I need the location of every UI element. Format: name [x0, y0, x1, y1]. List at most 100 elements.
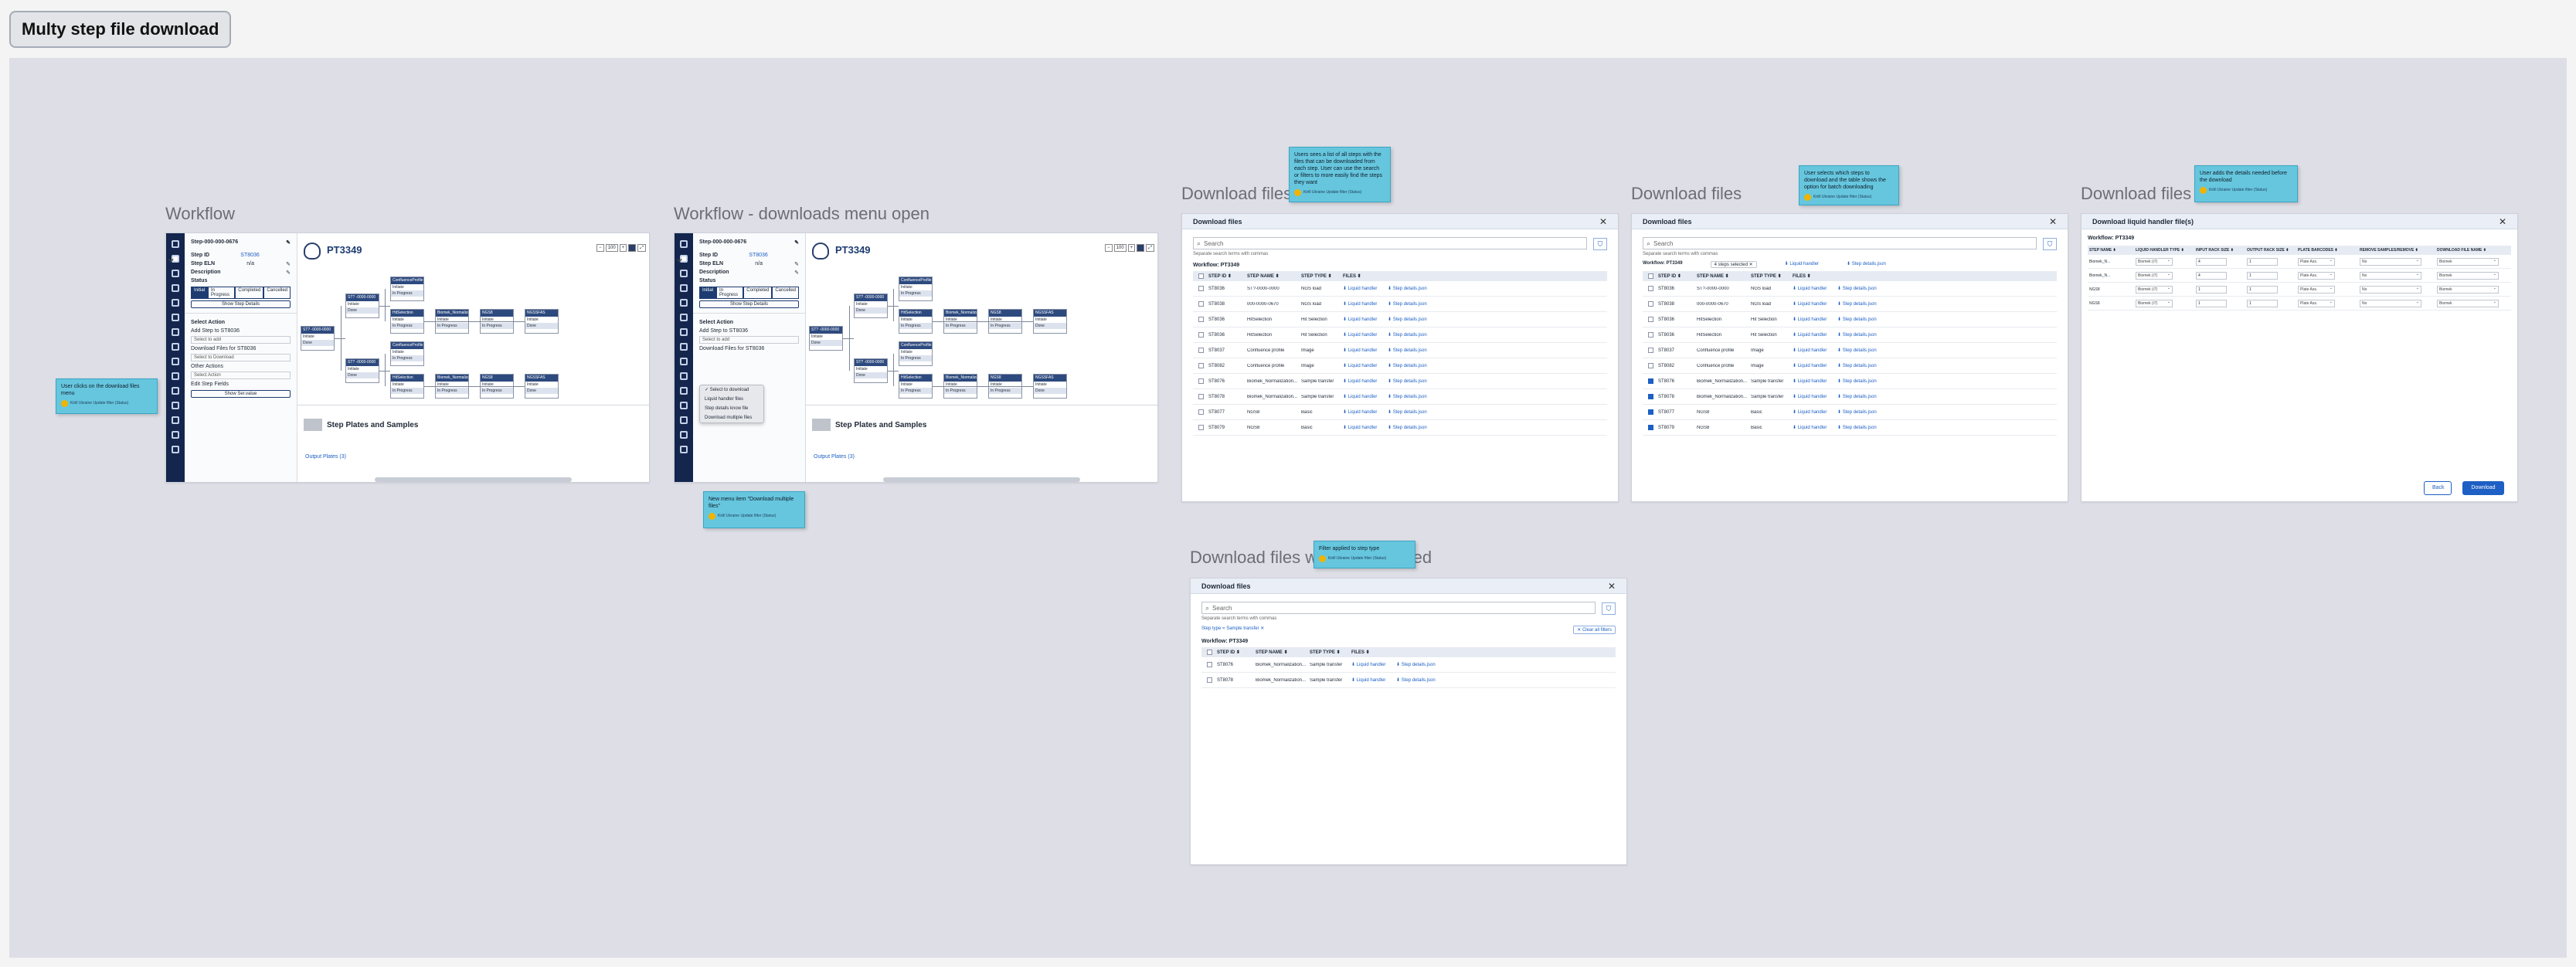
select-all-checkbox[interactable]: [1198, 273, 1204, 279]
grid-icon[interactable]: [172, 299, 179, 307]
workflow-node[interactable]: HitSelection Initiate In Progress: [390, 374, 424, 399]
edit-icon[interactable]: ✎: [794, 270, 799, 276]
list-icon[interactable]: [680, 343, 688, 351]
col-step-name[interactable]: STEP NAME ⬍: [1256, 650, 1288, 655]
liquid-handler-link[interactable]: ⬇ Liquid handler: [1343, 317, 1378, 322]
workflow-node[interactable]: ConfluenceProfile Initiate In Progress: [899, 277, 933, 301]
filter-button[interactable]: ⛉: [2043, 238, 2057, 250]
step-details-link[interactable]: ⬇ Step details.json: [1388, 333, 1427, 338]
workflow-node[interactable]: ST? -0000-0000 Initiate Done: [345, 293, 379, 318]
menu-item-liquid-handler[interactable]: Liquid handler files: [705, 397, 744, 402]
liquid-handler-link[interactable]: ⬇ Liquid handler: [1793, 348, 1827, 353]
input-rack-size-field[interactable]: 1: [2196, 285, 2227, 293]
col-files[interactable]: FILES ⬍: [1343, 274, 1361, 279]
workflow-node[interactable]: HitSelection Initiate In Progress: [390, 309, 424, 334]
row-checkbox[interactable]: [1198, 332, 1204, 338]
row-checkbox[interactable]: [1206, 677, 1212, 683]
liquid-handler-link[interactable]: ⬇ Liquid handler: [1793, 317, 1827, 322]
col-step-type[interactable]: STEP TYPE ⬍: [1310, 650, 1341, 655]
col-step-name[interactable]: STEP NAME ⬍: [2089, 248, 2116, 253]
row-checkbox[interactable]: [1206, 662, 1212, 667]
fullscreen-button[interactable]: ⤢: [637, 244, 646, 252]
output-rack-size-field[interactable]: 1: [2247, 271, 2278, 280]
liquid-handler-link[interactable]: ⬇ Liquid handler: [1343, 379, 1378, 384]
step-details-link[interactable]: ⬇ Step details.json: [1837, 410, 1877, 415]
zoom-in-button[interactable]: +: [1127, 244, 1136, 252]
remove-samples-select[interactable]: No: [2360, 257, 2421, 266]
horizontal-scrollbar[interactable]: [883, 477, 1080, 482]
col-download-file-name[interactable]: DOWNLOAD FILE NAME ⬍: [2437, 248, 2486, 253]
workflow-node[interactable]: NGSSFAS Initiate Done: [525, 309, 559, 334]
liquid-handler-link[interactable]: ⬇ Liquid handler: [1351, 663, 1386, 667]
pin-icon[interactable]: [680, 431, 688, 439]
liquid-handler-link[interactable]: ⬇ Liquid handler: [1793, 287, 1827, 291]
edit-icon[interactable]: ✎: [794, 261, 799, 267]
step-details-link[interactable]: ⬇ Step details.json: [1837, 379, 1877, 384]
show-step-details-button[interactable]: Show Step Details: [191, 300, 291, 308]
row-checkbox[interactable]: [1647, 317, 1653, 322]
select-all-checkbox[interactable]: [1206, 650, 1212, 655]
step-details-link[interactable]: ⬇ Step details.json: [1388, 317, 1427, 322]
step-details-link[interactable]: ⬇ Step details.json: [1388, 426, 1427, 430]
plate-barcodes-select[interactable]: Plate Ass.: [2298, 257, 2335, 266]
step-details-link[interactable]: ⬇ Step details.json: [1388, 302, 1427, 307]
col-liquid-handler-type[interactable]: LIQUID HANDLER TYPE ⬍: [2136, 248, 2184, 253]
step-details-link[interactable]: ⬇ Step details.json: [1388, 364, 1427, 368]
output-rack-size-field[interactable]: 1: [2247, 285, 2278, 293]
status-tab-in-progress[interactable]: In Progress: [716, 287, 744, 299]
col-plate-barcodes[interactable]: PLATE BARCODES ⬍: [2298, 248, 2338, 253]
edit-icon[interactable]: ✎: [286, 239, 291, 246]
back-button[interactable]: Back: [2424, 481, 2452, 495]
liquid-handler-link[interactable]: ⬇ Liquid handler: [1343, 395, 1378, 399]
liquid-handler-link[interactable]: ⬇ Liquid handler: [1793, 395, 1827, 399]
tool-icon[interactable]: [172, 314, 179, 321]
liquid-handler-link[interactable]: ⬇ Liquid handler: [1343, 333, 1378, 338]
workflow-node[interactable]: ConfluenceProfile Initiate In Progress: [899, 341, 933, 366]
pin-icon[interactable]: [172, 431, 179, 439]
edit-icon[interactable]: [680, 284, 688, 292]
output-plates-link[interactable]: Output Plates (3): [305, 454, 346, 460]
status-tab-initial[interactable]: Initial: [191, 287, 209, 299]
row-checkbox[interactable]: [1198, 301, 1204, 307]
step-details-link[interactable]: ⬇ Step details.json: [1837, 348, 1877, 353]
clear-filters-button[interactable]: ✕ Clear all filters: [1573, 626, 1616, 634]
edit-icon[interactable]: ✎: [286, 261, 291, 267]
col-output-rack-size[interactable]: OUTPUT RACK SIZE ⬍: [2247, 248, 2289, 253]
close-icon[interactable]: ✕: [1599, 215, 1607, 227]
liquid-handler-link[interactable]: ⬇ Liquid handler: [1343, 287, 1378, 291]
row-checkbox[interactable]: [1647, 332, 1653, 338]
step-details-link[interactable]: ⬇ Step details.json: [1388, 379, 1427, 384]
step-details-link[interactable]: ⬇ Step details.json: [1837, 302, 1877, 307]
fullscreen-button[interactable]: ⤢: [1146, 244, 1154, 252]
close-icon[interactable]: ✕: [1607, 580, 1616, 592]
search-input[interactable]: ⌕ Search: [1201, 602, 1596, 614]
search-nav-icon[interactable]: [680, 387, 688, 395]
workflow-node[interactable]: NGSSFAS Initiate Done: [1033, 374, 1067, 399]
row-checkbox[interactable]: [1198, 348, 1204, 353]
input-rack-size-field[interactable]: 1: [2196, 299, 2227, 307]
filter-button[interactable]: ⛉: [1602, 602, 1616, 615]
download-file-name-select[interactable]: Biomek: [2437, 271, 2499, 280]
layers-icon[interactable]: [680, 328, 688, 336]
search-nav-icon[interactable]: [172, 387, 179, 395]
output-rack-size-field[interactable]: 1: [2247, 299, 2278, 307]
plate-barcodes-select[interactable]: Plate Ass.: [2298, 299, 2335, 307]
step-details-link[interactable]: ⬇ Step details.json: [1388, 395, 1427, 399]
show-servalue-button[interactable]: Show Ser.value: [191, 390, 291, 398]
user-icon[interactable]: [680, 446, 688, 453]
download-file-name-select[interactable]: Biomek: [2437, 299, 2499, 307]
workflow-node[interactable]: ST? -0000-0000 Initiate Done: [301, 326, 335, 351]
lock-icon[interactable]: [680, 372, 688, 380]
liquid-handler-link[interactable]: ⬇ Liquid handler: [1343, 364, 1378, 368]
liquid-handler-link[interactable]: ⬇ Liquid handler: [1343, 410, 1378, 415]
row-checkbox[interactable]: [1198, 363, 1204, 368]
add-step-select[interactable]: Select to add: [191, 336, 291, 344]
liquid-handler-type-select[interactable]: Biomek (i7): [2136, 285, 2173, 293]
lock-icon[interactable]: [172, 372, 179, 380]
edit-icon[interactable]: ✎: [286, 270, 291, 276]
download-file-name-select[interactable]: Biomek: [2437, 285, 2499, 293]
download-file-name-select[interactable]: Biomek: [2437, 257, 2499, 266]
col-input-rack-size[interactable]: INPUT RACK SIZE ⬍: [2196, 248, 2234, 253]
row-checkbox[interactable]: [1198, 409, 1204, 415]
liquid-handler-link[interactable]: ⬇ Liquid handler: [1343, 348, 1378, 353]
